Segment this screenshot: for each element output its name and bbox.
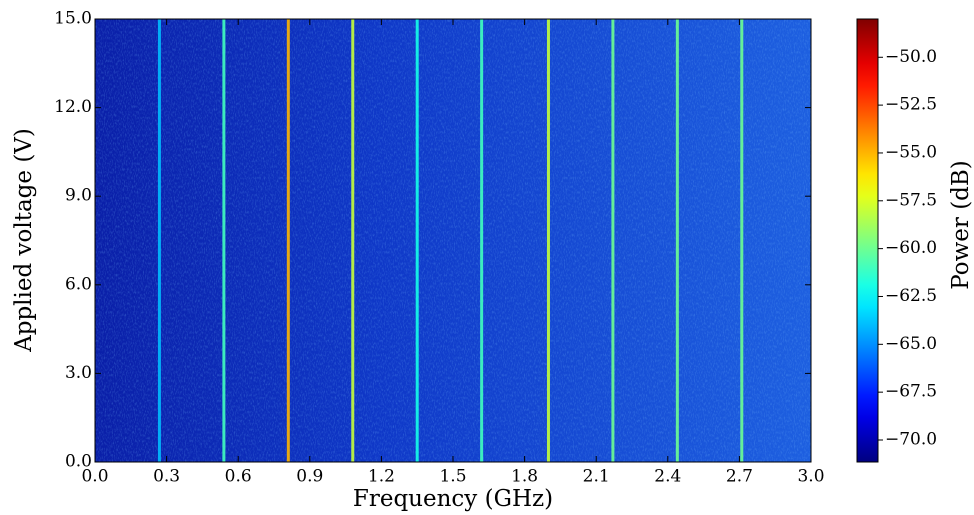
y-tick-label: 12.0 (54, 97, 92, 117)
y-axis-title: Applied voltage (V) (11, 128, 37, 353)
x-tick-label: 2.7 (726, 467, 753, 487)
x-tick-label: 1.2 (368, 467, 395, 487)
x-tick-label: 2.4 (654, 467, 681, 487)
y-tick-label: 0.0 (65, 452, 92, 472)
y-tick-label: 3.0 (65, 363, 92, 383)
x-tick-label: 0.9 (296, 467, 323, 487)
colorbar-tick-label: −67.5 (885, 382, 937, 402)
y-tick-label: 9.0 (65, 186, 92, 206)
y-tick-label: 15.0 (54, 9, 92, 29)
colorbar (856, 18, 879, 463)
colorbar-title: Power (dB) (948, 160, 974, 290)
colorbar-tick-label: −57.5 (885, 190, 937, 210)
heatmap-noise (95, 19, 811, 462)
x-tick-label: 0.0 (81, 467, 108, 487)
colorbar-tick-label: −65.0 (885, 334, 937, 354)
colorbar-tick-label: −60.0 (885, 238, 937, 258)
y-tick-label: 6.0 (65, 274, 92, 294)
colorbar-tick-label: −50.0 (885, 47, 937, 67)
x-tick-label: 3.0 (797, 467, 824, 487)
colorbar-tick-label: −52.5 (885, 95, 937, 115)
x-axis-title: Frequency (GHz) (353, 486, 553, 512)
colorbar-tick-label: −70.0 (885, 429, 937, 449)
x-tick-label: 1.8 (511, 467, 538, 487)
x-tick-label: 1.5 (439, 467, 466, 487)
x-tick-label: 2.1 (583, 467, 610, 487)
x-tick-label: 0.6 (225, 467, 252, 487)
colorbar-tick-label: −55.0 (885, 142, 937, 162)
x-tick-label: 0.3 (153, 467, 180, 487)
colorbar-tick-label: −62.5 (885, 286, 937, 306)
